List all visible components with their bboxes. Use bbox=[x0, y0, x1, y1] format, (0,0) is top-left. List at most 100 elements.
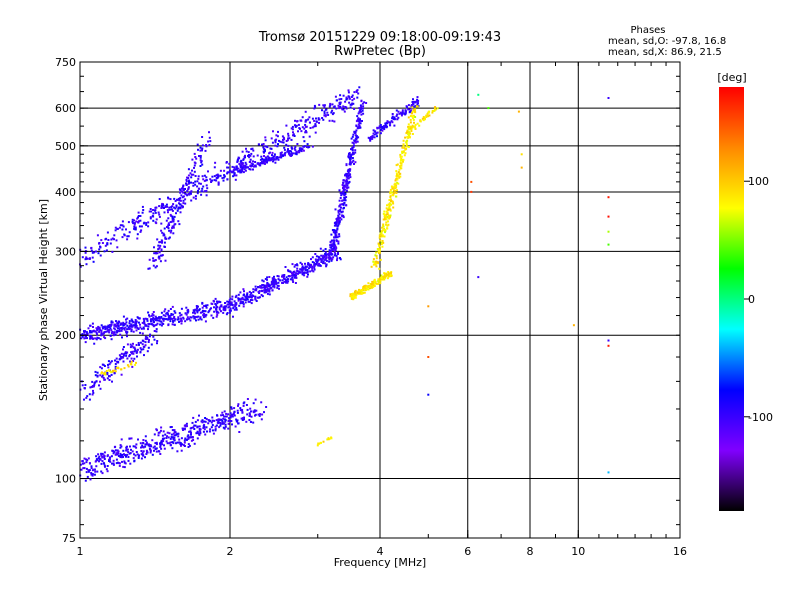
data-point bbox=[219, 174, 222, 177]
data-point bbox=[286, 281, 289, 284]
data-point bbox=[192, 315, 195, 318]
data-point bbox=[337, 211, 340, 214]
data-point bbox=[210, 307, 212, 310]
data-point bbox=[109, 460, 112, 463]
data-point bbox=[385, 126, 388, 129]
data-point bbox=[342, 199, 345, 202]
data-point bbox=[250, 421, 253, 423]
data-point bbox=[91, 393, 94, 396]
data-point bbox=[378, 267, 381, 270]
data-point bbox=[160, 207, 163, 209]
data-point bbox=[307, 273, 309, 276]
data-point bbox=[323, 262, 326, 265]
data-point bbox=[216, 176, 219, 179]
data-point bbox=[266, 155, 269, 158]
data-point bbox=[338, 102, 341, 105]
data-point bbox=[242, 303, 245, 306]
data-point bbox=[422, 119, 425, 122]
data-point bbox=[207, 140, 210, 143]
data-point bbox=[165, 203, 168, 206]
data-point bbox=[228, 169, 231, 172]
data-point bbox=[289, 278, 292, 281]
data-point bbox=[200, 318, 203, 321]
data-point bbox=[154, 447, 157, 450]
data-point bbox=[267, 159, 270, 162]
data-point bbox=[162, 319, 165, 322]
data-point bbox=[195, 305, 198, 307]
data-point bbox=[154, 315, 157, 318]
data-point bbox=[302, 136, 305, 139]
data-point bbox=[197, 148, 199, 151]
data-point bbox=[205, 190, 208, 192]
data-point bbox=[282, 154, 284, 157]
data-point bbox=[391, 117, 394, 120]
data-point bbox=[337, 251, 339, 254]
data-point bbox=[201, 301, 204, 304]
data-point bbox=[250, 415, 253, 418]
data-point bbox=[367, 288, 370, 291]
data-point bbox=[263, 148, 266, 151]
data-point bbox=[225, 313, 228, 316]
data-point bbox=[211, 429, 214, 432]
data-point bbox=[407, 108, 410, 111]
data-point bbox=[380, 230, 383, 233]
data-point bbox=[226, 178, 229, 181]
data-point bbox=[340, 107, 343, 110]
data-point bbox=[143, 354, 145, 357]
data-point bbox=[386, 120, 389, 123]
data-point bbox=[409, 127, 412, 130]
data-point bbox=[323, 106, 326, 109]
data-point bbox=[92, 385, 94, 387]
data-point bbox=[314, 258, 317, 261]
data-point bbox=[293, 276, 296, 279]
data-point bbox=[86, 475, 89, 478]
data-point bbox=[176, 198, 179, 201]
data-point bbox=[211, 419, 214, 422]
data-point bbox=[410, 109, 413, 112]
data-point bbox=[252, 160, 254, 163]
data-point bbox=[134, 326, 137, 329]
data-point bbox=[176, 318, 179, 321]
data-point bbox=[254, 398, 257, 401]
x-tick-label: 1 bbox=[77, 545, 84, 558]
data-point bbox=[369, 139, 372, 142]
data-point bbox=[226, 172, 229, 175]
data-point bbox=[380, 243, 383, 245]
data-point bbox=[109, 334, 112, 337]
data-point bbox=[133, 453, 135, 456]
data-point bbox=[382, 241, 385, 244]
data-point bbox=[258, 296, 261, 299]
data-point bbox=[411, 124, 414, 127]
data-point bbox=[127, 459, 130, 462]
data-point bbox=[273, 283, 275, 286]
data-point bbox=[135, 446, 138, 449]
data-point bbox=[177, 207, 180, 210]
data-point bbox=[249, 407, 252, 410]
data-point bbox=[236, 167, 238, 170]
data-point bbox=[311, 145, 314, 148]
data-point bbox=[110, 329, 113, 332]
data-point bbox=[392, 206, 395, 209]
data-point bbox=[147, 341, 150, 343]
data-point bbox=[160, 222, 163, 225]
data-point bbox=[363, 291, 366, 294]
data-point bbox=[229, 309, 232, 312]
data-point bbox=[222, 176, 225, 179]
data-point bbox=[139, 215, 142, 217]
data-point bbox=[333, 247, 336, 249]
data-point bbox=[389, 216, 391, 219]
data-point bbox=[276, 286, 279, 289]
data-point bbox=[314, 106, 317, 109]
data-point bbox=[266, 288, 269, 291]
data-point bbox=[400, 164, 403, 167]
data-point bbox=[295, 276, 298, 279]
data-point bbox=[137, 438, 139, 441]
data-point bbox=[272, 285, 275, 288]
data-point bbox=[254, 297, 257, 300]
data-point bbox=[393, 186, 396, 189]
data-point bbox=[145, 441, 148, 444]
data-point bbox=[220, 414, 223, 417]
data-point bbox=[152, 219, 155, 222]
data-point bbox=[349, 173, 351, 176]
data-point bbox=[151, 323, 154, 326]
